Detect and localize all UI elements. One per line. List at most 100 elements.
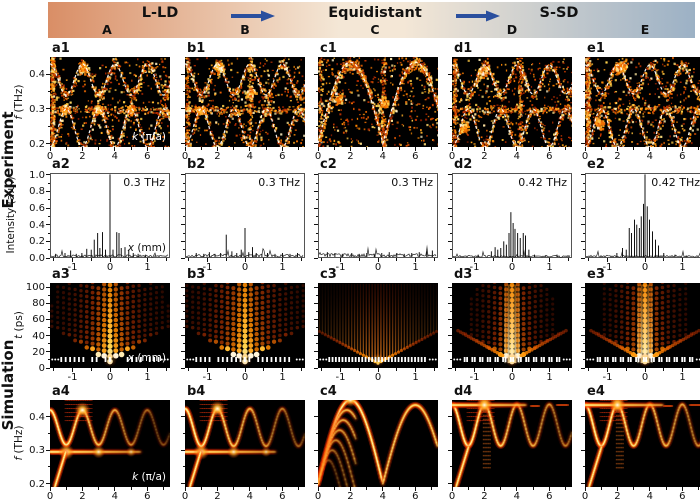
x-minor-tick xyxy=(532,147,534,150)
x-tick xyxy=(216,147,218,151)
x-tick xyxy=(682,258,683,262)
panel-label-d2: d2 xyxy=(454,157,473,172)
y-tick xyxy=(581,240,585,242)
y-minor-tick xyxy=(449,466,452,468)
a4-plot xyxy=(50,400,170,487)
x-tick-label: 4 xyxy=(513,491,521,500)
x-tick-label: 6 xyxy=(679,491,686,500)
y-tick xyxy=(46,224,50,226)
y-tick xyxy=(581,416,585,418)
y-tick xyxy=(314,302,318,304)
x-tick-label: 0 xyxy=(181,491,189,500)
panel-c3: c3 -1 0 1 xyxy=(314,267,438,386)
x-minor-tick xyxy=(600,487,602,490)
y-tick xyxy=(314,483,318,485)
x-minor-tick xyxy=(500,487,502,490)
y-minor-tick xyxy=(47,249,50,251)
x-tick-label: 0 xyxy=(508,372,516,383)
y-minor-tick xyxy=(449,215,452,217)
x-minor-tick xyxy=(298,487,299,490)
y-minor-tick xyxy=(449,343,452,345)
y-tick-label: 0.8 xyxy=(29,186,45,198)
y-tick-label: 0.3 xyxy=(29,103,45,115)
axis-unit: (mm) xyxy=(134,242,166,254)
y-tick xyxy=(581,190,585,192)
axis-var: x xyxy=(127,242,134,254)
x-tick xyxy=(382,487,384,491)
y-minor-tick xyxy=(582,249,585,251)
y-minor-tick xyxy=(449,327,452,329)
y-tick xyxy=(448,449,452,451)
panel-d1: d1 0 2 4 6 xyxy=(448,41,572,165)
x-minor-tick xyxy=(663,368,665,371)
x-tick xyxy=(415,368,416,372)
a1-plot xyxy=(50,57,170,147)
column-letter-b: B xyxy=(240,22,250,37)
right-arrow-icon xyxy=(231,10,275,22)
x-minor-tick xyxy=(565,147,566,150)
x-minor-tick xyxy=(165,258,167,261)
y-tick xyxy=(448,190,452,192)
x-tick-label: 6 xyxy=(412,491,419,500)
x-tick-label: 0 xyxy=(581,151,589,162)
y-tick xyxy=(314,207,318,209)
x-tick-label: 4 xyxy=(646,151,654,162)
x-tick xyxy=(474,368,475,372)
y-tick xyxy=(46,108,50,110)
x-minor-tick xyxy=(90,368,92,371)
y-tick xyxy=(448,224,452,226)
y-tick xyxy=(46,302,50,304)
y-tick-label: 0.2 xyxy=(29,478,45,490)
frequency-annotation: 0.3 THz xyxy=(123,176,165,189)
e2-plot xyxy=(585,173,700,258)
x-tick-label: 1 xyxy=(279,262,286,273)
panel-label-e3: e3 xyxy=(587,267,605,282)
x-minor-tick xyxy=(233,487,235,490)
y-minor-tick xyxy=(47,125,50,127)
x-tick-label: 0 xyxy=(374,372,382,383)
x-minor-tick xyxy=(163,487,164,490)
panel-c2: c2 -1 0 1 0.3 THz xyxy=(314,157,438,276)
y-tick xyxy=(581,73,585,75)
x-minor-tick xyxy=(188,258,190,261)
phase-label-lld: L-LD xyxy=(141,5,179,21)
panel-label-b1: b1 xyxy=(187,41,206,56)
x-tick-label: -1 xyxy=(335,262,346,273)
x-tick xyxy=(147,258,148,262)
b2-plot xyxy=(185,173,305,258)
x-minor-tick xyxy=(65,487,67,490)
x-tick-label: 1 xyxy=(412,262,419,273)
x-tick-label: -1 xyxy=(202,372,213,383)
x-tick xyxy=(317,487,319,491)
x-tick xyxy=(340,258,341,262)
c2-plot xyxy=(318,173,438,258)
y-tick xyxy=(46,335,50,337)
x-minor-tick xyxy=(53,368,55,371)
y-tick xyxy=(46,207,50,209)
x-tick xyxy=(81,487,83,491)
x-minor-tick xyxy=(53,258,55,261)
panel-c4: c4 0 2 4 6 xyxy=(314,384,438,500)
panel-d4: d4 0 2 4 6 xyxy=(448,384,572,500)
y-tick xyxy=(46,190,50,192)
panel-label-e1: e1 xyxy=(587,41,605,56)
y-minor-tick xyxy=(182,91,185,93)
x-minor-tick xyxy=(300,258,302,261)
y-tick xyxy=(181,240,185,242)
y-minor-tick xyxy=(582,182,585,184)
y-minor-tick xyxy=(182,232,185,234)
axis-var: k xyxy=(132,471,139,483)
y-tick xyxy=(448,207,452,209)
panel-b1: b1 0 2 4 6 xyxy=(181,41,305,165)
x-tick xyxy=(109,258,111,262)
panel-label-a3: a3 xyxy=(52,267,70,282)
panel-a3: a3 -1 0 1 100 80 60 40 20 0 x (mm) xyxy=(26,267,170,386)
y-minor-tick xyxy=(47,466,50,468)
panel-label-c2: c2 xyxy=(320,157,337,172)
y-tick xyxy=(181,108,185,110)
x-tick xyxy=(414,147,416,151)
x-tick-label: 1 xyxy=(679,372,686,383)
x-tick-label: 2 xyxy=(481,491,488,500)
panel-a2: a2 -1 0 1 1.0 0.8 0.6 0.4 0.2 0.0 x (mm) 0.3 THz xyxy=(29,157,170,276)
y-tick xyxy=(181,207,185,209)
